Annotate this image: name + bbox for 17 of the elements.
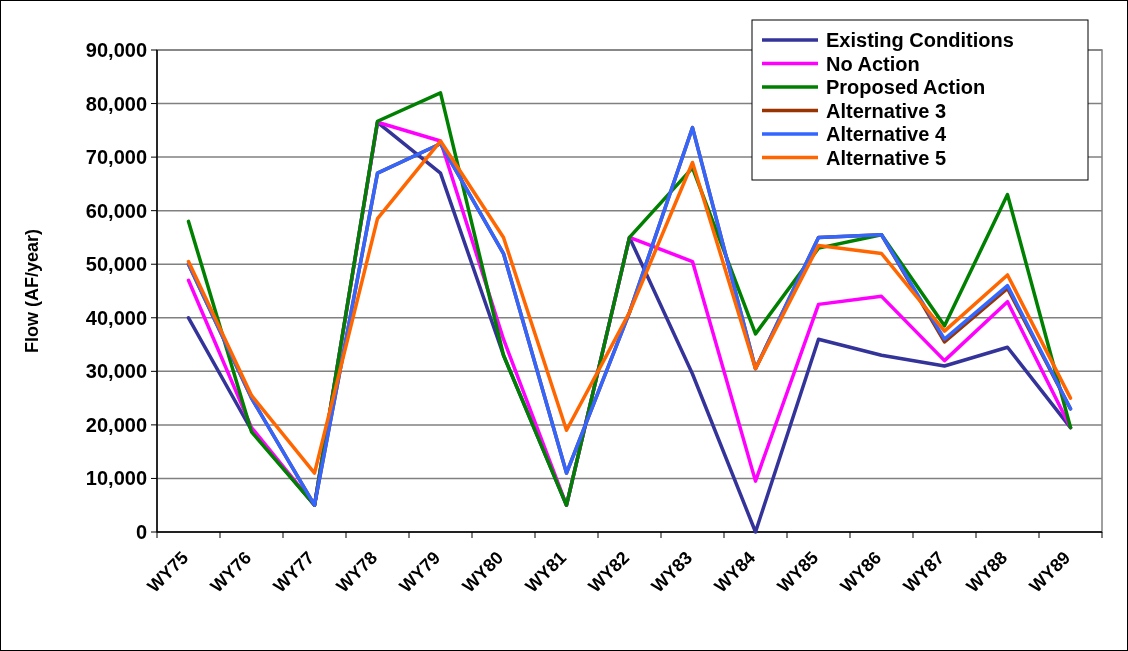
y-tick-label: 30,000 [85,360,147,383]
legend-label: Alternative 4 [826,123,947,145]
y-tick-label: 50,000 [85,253,147,276]
legend-label: Alternative 5 [826,146,947,169]
y-tick-label: 40,000 [85,306,147,329]
y-tick-label: 20,000 [85,413,147,436]
y-tick-label: 90,000 [85,39,147,61]
y-tick-label: 10,000 [85,467,147,490]
y-tick-label: 70,000 [85,146,147,169]
y-axis-title: Flow (AF/year) [22,228,42,354]
y-tick-label: 60,000 [85,199,147,222]
y-tick-label: 0 [135,521,147,543]
legend-label: Alternative 3 [826,99,947,122]
legend-label: No Action [826,52,920,75]
legend-label: Existing Conditions [826,29,1014,51]
y-tick-label: 80,000 [85,92,147,115]
legend-label: Proposed Action [826,76,986,98]
